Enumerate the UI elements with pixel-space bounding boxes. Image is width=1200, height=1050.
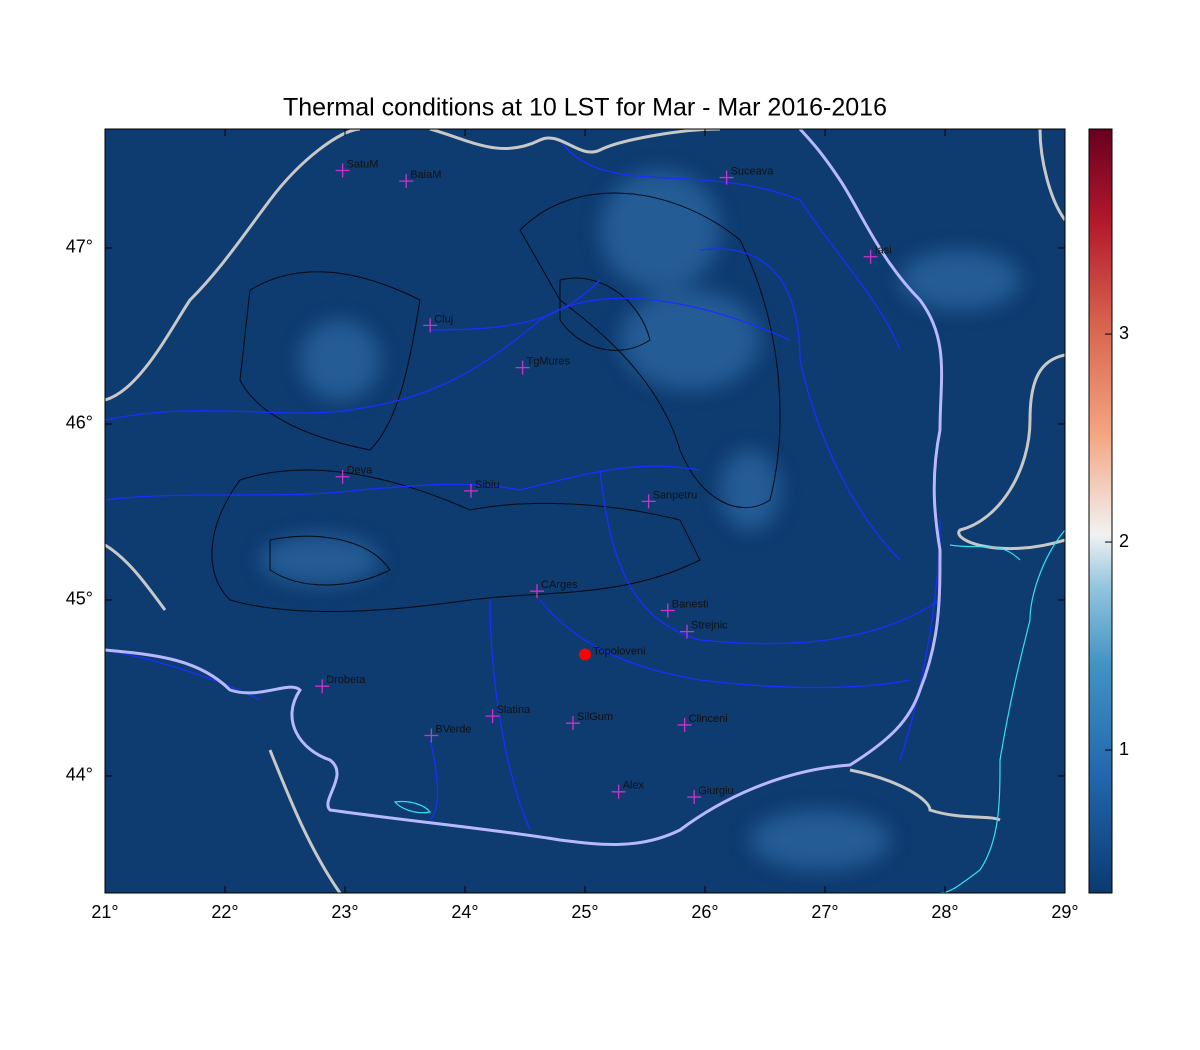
city-label: BaiaM: [410, 169, 441, 181]
city-label: Sibiu: [475, 479, 499, 491]
city-label: Drobeta: [326, 674, 366, 686]
highlight-marker: [579, 648, 591, 661]
city-marker: [566, 716, 580, 731]
city-label: SatuM: [347, 158, 379, 170]
x-tick-label: 22°: [211, 902, 238, 922]
city-marker: [677, 717, 692, 732]
city-marker: [399, 174, 414, 189]
colorbar: [1088, 128, 1113, 894]
city-label: Suceava: [731, 165, 775, 177]
city-label: Giurgiu: [698, 785, 733, 797]
city-marker: [423, 318, 438, 333]
city-label: Cluj: [434, 313, 453, 325]
map-title: Thermal conditions at 10 LST for Mar - M…: [283, 94, 887, 122]
y-tick-label: 46°: [66, 413, 93, 433]
city-marker: [863, 249, 878, 264]
city-marker: [515, 360, 530, 375]
city-label: Clinceni: [689, 713, 728, 725]
city-label: Sanpetru: [653, 489, 698, 501]
colorbar-tick-label: 1: [1119, 739, 1129, 759]
x-tick-label: 28°: [931, 902, 958, 922]
country-borders: [105, 129, 1065, 893]
x-tick-label: 21°: [91, 902, 118, 922]
coastline: [393, 529, 1065, 893]
city-label: Deva: [347, 465, 374, 477]
city-label: CArges: [541, 579, 578, 591]
x-tick-label: 23°: [331, 902, 358, 922]
city-label: Banesti: [672, 598, 709, 610]
city-label: Slatina: [497, 704, 532, 716]
city-marker: [611, 784, 626, 799]
contours: [211, 192, 781, 613]
city-marker: [335, 469, 350, 484]
city-marker: [719, 170, 734, 185]
city-marker: [641, 494, 656, 509]
city-marker: [335, 163, 350, 178]
x-tick-label: 25°: [571, 902, 598, 922]
city-marker: [464, 483, 478, 498]
city-marker: [660, 603, 675, 618]
x-tick-label: 24°: [451, 902, 478, 922]
city-label: Strejnic: [691, 620, 728, 632]
city-marker: [424, 728, 439, 743]
city-marker: [315, 679, 330, 694]
highlight-label: Topoloveni: [593, 645, 646, 657]
colorbar-tick-label: 3: [1119, 323, 1129, 343]
y-tick-label: 47°: [66, 237, 93, 257]
y-tick-label: 44°: [66, 765, 93, 785]
city-marker: [530, 584, 544, 599]
city-marker: [687, 790, 702, 805]
city-marker: [485, 709, 500, 724]
colorbar-tick-label: 2: [1119, 531, 1129, 551]
y-tick-label: 45°: [66, 589, 93, 609]
x-tick-label: 27°: [811, 902, 838, 922]
map-background: [105, 129, 1065, 893]
warm-patches: [260, 170, 1020, 870]
city-label: Alex: [623, 780, 645, 792]
danube-border: [105, 129, 944, 846]
city-label: BVerde: [435, 723, 471, 735]
rivers: [105, 139, 941, 831]
city-label: SilGum: [577, 711, 613, 723]
map-area: [105, 129, 1065, 893]
x-tick-label: 29°: [1051, 902, 1078, 922]
city-label: Iasi: [875, 245, 892, 257]
city-marker: [680, 624, 694, 639]
city-label: TgMures: [527, 356, 571, 368]
x-tick-label: 26°: [691, 902, 718, 922]
